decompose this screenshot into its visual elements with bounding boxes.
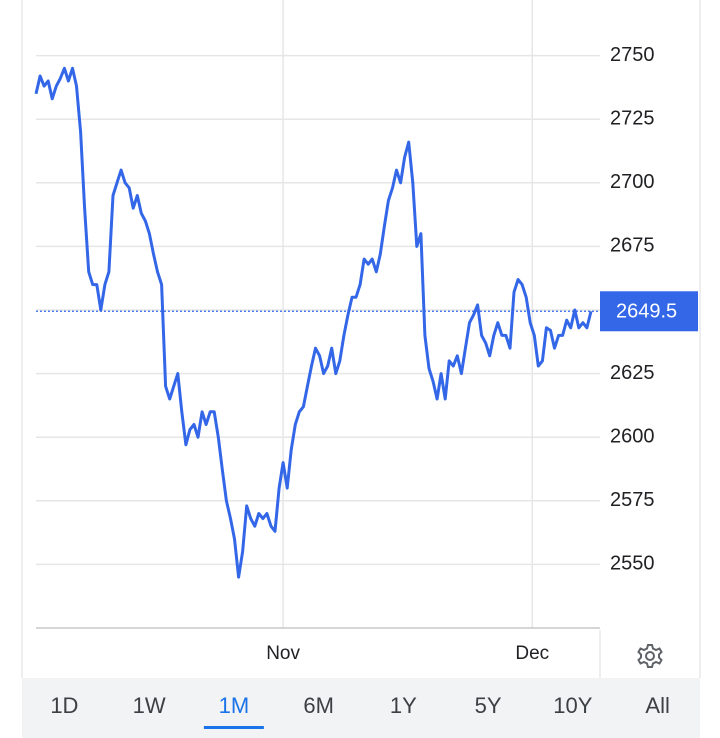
y-tick-label: 2600 bbox=[610, 425, 655, 447]
x-tick-label: Dec bbox=[515, 643, 549, 664]
range-button[interactable]: 5Y bbox=[475, 693, 502, 718]
range-button[interactable]: 1D bbox=[50, 693, 78, 718]
settings-icon[interactable] bbox=[637, 644, 663, 668]
range-button[interactable]: 1W bbox=[133, 693, 166, 718]
range-button[interactable]: 1M bbox=[219, 693, 250, 718]
last-price-box bbox=[600, 291, 698, 332]
range-button[interactable]: 6M bbox=[303, 693, 334, 718]
range-selected-underline bbox=[203, 726, 264, 729]
y-tick-label: 2550 bbox=[610, 553, 655, 575]
price-line bbox=[34, 66, 593, 579]
y-tick-label: 2775 bbox=[610, 0, 655, 2]
x-tick-label: Nov bbox=[266, 643, 300, 664]
range-button[interactable]: All bbox=[645, 693, 669, 718]
range-button[interactable]: 10Y bbox=[553, 693, 592, 718]
y-tick-label: 2750 bbox=[610, 44, 655, 66]
range-button[interactable]: 1Y bbox=[390, 693, 417, 718]
y-tick-label: 2725 bbox=[610, 107, 655, 129]
y-tick-label: 2700 bbox=[610, 171, 655, 193]
last-price-label: 2649.5 bbox=[616, 301, 677, 323]
y-tick-label: 2675 bbox=[610, 235, 655, 257]
range-bar bbox=[22, 678, 700, 738]
y-tick-label: 2575 bbox=[610, 489, 655, 511]
y-tick-label: 2625 bbox=[610, 362, 655, 384]
